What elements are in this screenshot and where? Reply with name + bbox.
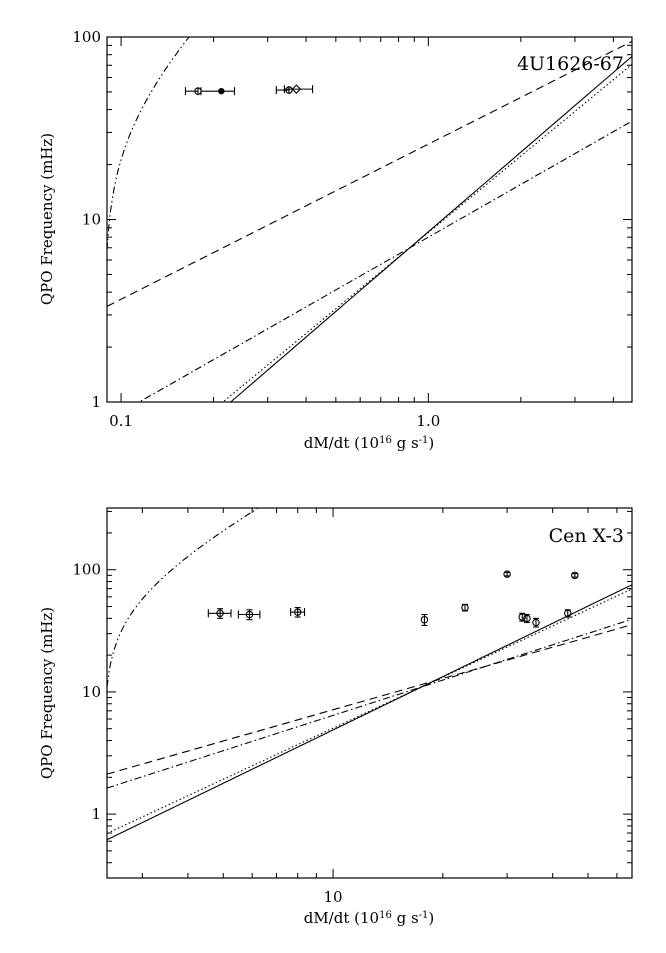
panel-title: Cen X-3 [549,525,624,547]
data-point [207,608,232,619]
x-axis-label: dM/dt (1016 g s-1) [304,434,435,452]
x-axis-label: dM/dt (1016 g s-1) [304,909,435,927]
y-tick-label: 10 [82,683,101,701]
data-point [503,570,511,578]
y-tick-label: 1 [91,805,101,823]
data-point [571,571,579,580]
model-curve-dotted [222,63,632,402]
x-tick-label: 0.1 [109,412,133,430]
data-point [420,613,429,626]
y-tick-label: 10 [82,211,101,229]
model-curve-dash-dot [138,120,632,402]
panel-title: 4U1626-67 [517,53,624,75]
data-point [564,609,572,618]
chart-panel-4u1626: 4U1626-67 QPO Frequency (mHz) dM/dt (101… [38,28,633,452]
y-axis-label: QPO Frequency (mHz) [38,607,56,779]
model-curve-solid [107,584,632,841]
x-tick-label: 10 [324,888,343,906]
data-point [200,87,236,96]
model-curve-dashed [107,624,632,775]
chart-panel-cenx3: Cen X-3 QPO Frequency (mHz) dM/dt (1016 … [38,507,633,927]
data-point [518,612,526,622]
data-point [290,607,306,618]
model-curve-dotted [107,588,632,834]
model-curve-solid [229,55,632,402]
data-point [184,87,202,96]
data-point [461,603,469,612]
y-tick-label: 1 [91,393,101,411]
y-tick-label: 100 [72,28,101,46]
data-point [283,84,314,94]
plot-frame [106,507,633,879]
model-curve-dashed [107,40,632,307]
model-curves [107,37,632,402]
axis-ticks: 10 1 10 100 [72,508,632,906]
data-points [207,570,579,628]
y-tick-label: 100 [72,561,101,579]
model-curve-dash-dot [107,618,632,789]
model-curve-dash-dot-dot [107,508,260,687]
y-axis-label: QPO Frequency (mHz) [38,133,56,305]
model-curves [107,508,632,841]
data-point [275,86,293,95]
axis-ticks: 0.1 1.0 1 10 100 [72,28,632,430]
x-tick-label: 1.0 [416,412,440,430]
data-point [237,609,261,621]
data-point [532,617,540,628]
data-points [184,84,314,96]
data-point [523,613,531,624]
